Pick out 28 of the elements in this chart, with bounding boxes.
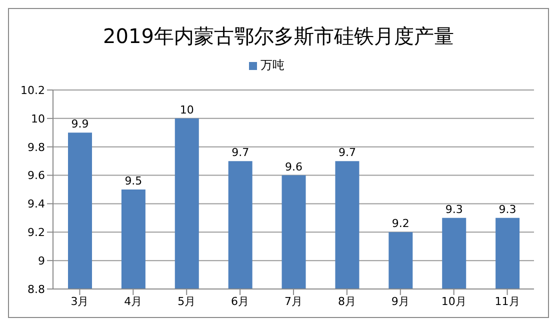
data-label: 9.5 — [124, 174, 142, 188]
data-label: 9.6 — [285, 160, 303, 174]
x-tick-label: 4月 — [124, 294, 142, 308]
x-tick-label: 10月 — [441, 294, 466, 308]
x-tick-label: 8月 — [338, 294, 356, 308]
data-label: 9.2 — [392, 217, 410, 230]
legend-label: 万吨 — [260, 58, 284, 72]
y-tick-label: 9 — [38, 254, 45, 268]
y-tick-label: 9.4 — [28, 198, 45, 211]
y-tick-label: 8.8 — [28, 282, 45, 296]
y-tick-label: 9.8 — [28, 140, 45, 154]
data-label: 9.9 — [71, 118, 89, 131]
x-tick-label: 5月 — [178, 294, 196, 308]
y-tick-label: 9.6 — [28, 169, 45, 182]
y-tick-label: 10.2 — [20, 84, 45, 97]
data-label: 9.7 — [338, 146, 356, 160]
x-tick-label: 6月 — [231, 294, 250, 308]
x-tick-label: 7月 — [284, 294, 302, 308]
data-label: 9.3 — [498, 202, 516, 216]
chart-title: 2019年内蒙古鄂尔多斯市硅铁月度产量 — [102, 23, 455, 50]
data-label: 9.3 — [445, 202, 463, 216]
y-tick-label: 10 — [31, 112, 45, 126]
data-label: 10 — [180, 103, 194, 116]
x-tick-label: 11月 — [494, 294, 520, 308]
y-tick-label: 9.2 — [28, 226, 45, 240]
data-label: 9.7 — [232, 146, 250, 160]
x-tick-label: 9月 — [391, 294, 410, 308]
x-tick-label: 3月 — [70, 294, 89, 308]
